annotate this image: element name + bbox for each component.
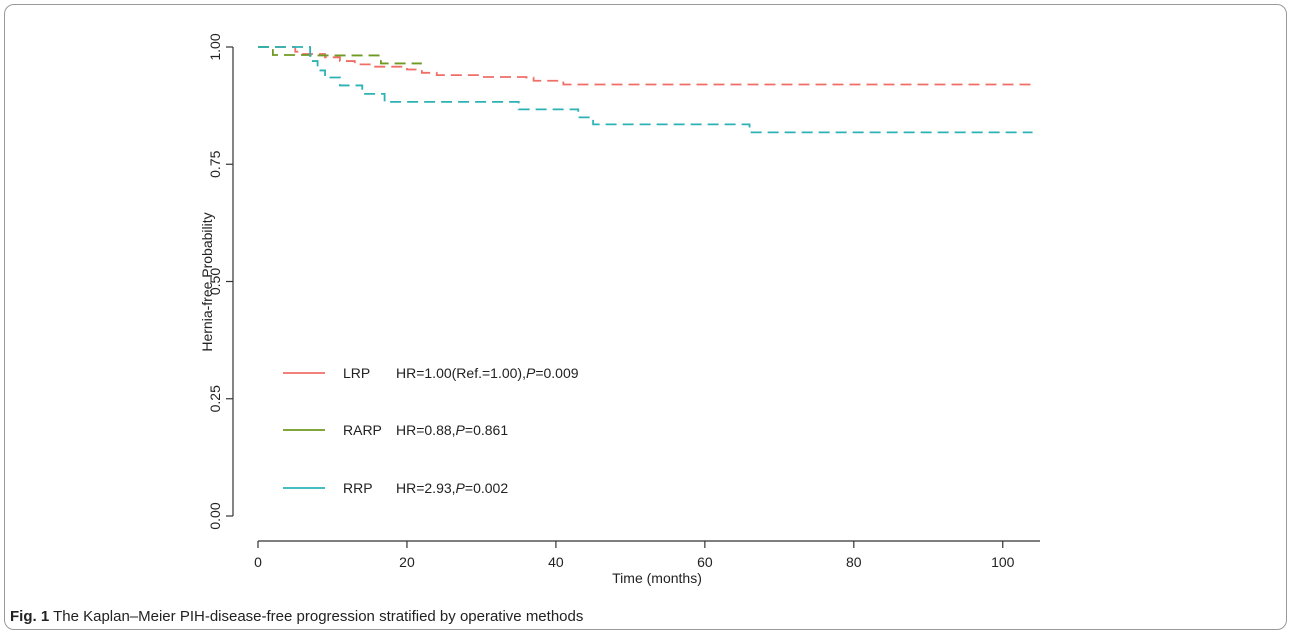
x-tick-label: 40: [548, 554, 564, 570]
legend: LRP HR=1.00(Ref.=1.00),P=0.009 RARP HR=0.88…: [283, 365, 579, 496]
y-tick-label: 0.25: [207, 385, 223, 412]
survival-curves: [258, 46, 1033, 134]
legend-name-rrp: RRP: [343, 480, 373, 496]
x-tick-label: 0: [254, 554, 262, 570]
x-tick-label: 80: [846, 554, 862, 570]
y-tick-label: 1.00: [207, 33, 223, 60]
figure-frame: [4, 4, 1287, 630]
x-ticks: 0 20 40 60 80 100: [254, 541, 1015, 570]
caption-label: Fig. 1: [10, 608, 50, 625]
y-tick-label: 0.00: [207, 502, 223, 529]
y-tick-label: 0.75: [207, 150, 223, 177]
x-tick-label: 100: [991, 554, 1015, 570]
legend-name-rarp: RARP: [343, 422, 382, 438]
legend-stat-rrp: HR=2.93,P=0.002: [396, 480, 508, 496]
y-axis-label: Hernia-free Probability: [199, 212, 215, 351]
y-ticks: 0.00 0.25 0.50 0.75 1.00: [207, 33, 233, 530]
legend-stat-lrp: HR=1.00(Ref.=1.00),P=0.009: [396, 365, 579, 381]
x-tick-label: 20: [399, 554, 415, 570]
figure-caption: Fig. 1 The Kaplan–Meier PIH-disease-free…: [10, 608, 583, 625]
km-curve-rrp: [258, 46, 1033, 134]
caption-text: The Kaplan–Meier PIH-disease-free progre…: [53, 608, 584, 625]
x-tick-label: 60: [697, 554, 713, 570]
legend-name-lrp: LRP: [343, 365, 370, 381]
y-tick-label: 0.50: [207, 268, 223, 295]
legend-stat-rarp: HR=0.88,P=0.861: [396, 422, 508, 438]
x-axis-label: Time (months): [612, 570, 702, 586]
km-curve-lrp: [258, 46, 1033, 86]
